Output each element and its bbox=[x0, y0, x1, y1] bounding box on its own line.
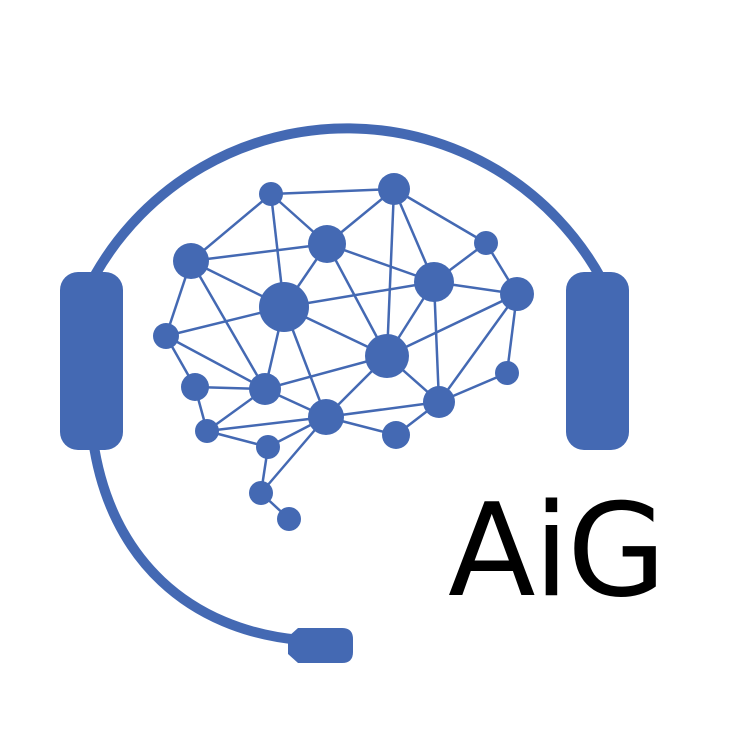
network-node bbox=[495, 361, 519, 385]
network-node bbox=[474, 231, 498, 255]
network-node bbox=[500, 277, 534, 311]
microphone-icon bbox=[288, 628, 353, 663]
network-node bbox=[259, 282, 309, 332]
brain-network-nodes bbox=[153, 173, 534, 531]
network-node bbox=[277, 507, 301, 531]
network-node bbox=[414, 262, 454, 302]
neural-network-brain-icon bbox=[153, 173, 534, 531]
microphone-boom bbox=[88, 435, 305, 645]
network-node bbox=[259, 182, 283, 206]
brand-wordmark: AiG bbox=[448, 477, 666, 626]
network-node bbox=[173, 243, 209, 279]
network-node bbox=[249, 373, 281, 405]
network-node bbox=[249, 481, 273, 505]
right-earcup bbox=[566, 272, 629, 450]
left-earcup bbox=[60, 272, 123, 450]
network-node bbox=[256, 435, 280, 459]
network-node bbox=[423, 386, 455, 418]
headset-band bbox=[90, 123, 607, 285]
network-node bbox=[378, 173, 410, 205]
network-node bbox=[365, 334, 409, 378]
network-node bbox=[308, 225, 346, 263]
network-node bbox=[382, 421, 410, 449]
network-node bbox=[181, 373, 209, 401]
network-node bbox=[195, 419, 219, 443]
network-node bbox=[153, 323, 179, 349]
network-node bbox=[308, 399, 344, 435]
